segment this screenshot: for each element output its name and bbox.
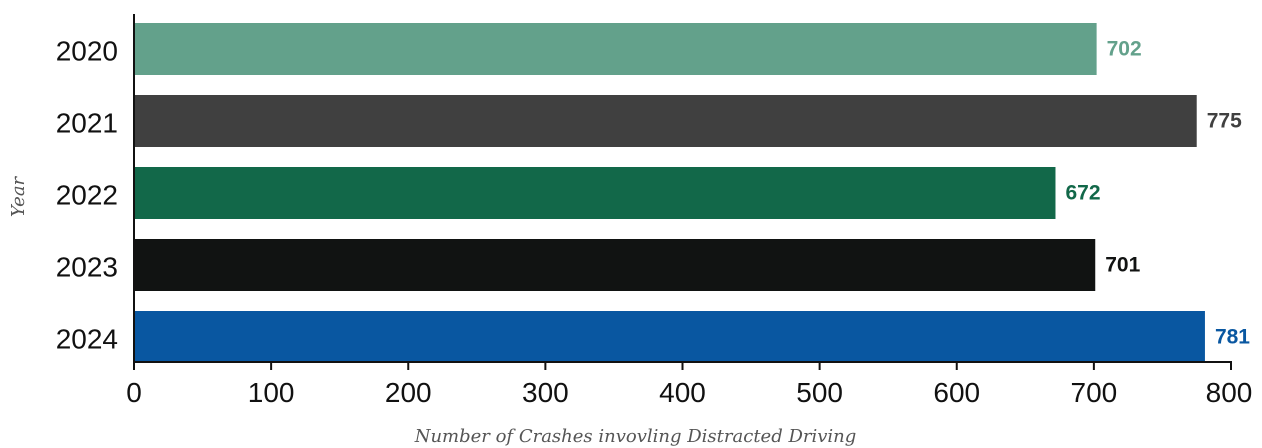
x-tick-label-200: 200	[385, 377, 432, 408]
x-axis-title: Number of Crashes invovling Distracted D…	[414, 426, 857, 447]
value-label-2022: 672	[1065, 182, 1100, 205]
bar-2023	[135, 239, 1096, 291]
x-tick-label-0: 0	[126, 377, 142, 408]
value-label-2020: 702	[1107, 38, 1142, 61]
y-tick-label-2020: 2020	[56, 36, 118, 67]
y-tick-label-2023: 2023	[56, 252, 118, 283]
y-tick-label-2021: 2021	[56, 108, 118, 139]
x-tick-label-600: 600	[933, 377, 980, 408]
x-tick-label-300: 300	[522, 377, 569, 408]
x-tick-label-500: 500	[796, 377, 843, 408]
bar-2020	[135, 23, 1097, 75]
bar-2024	[135, 311, 1205, 363]
y-axis-title: Year	[8, 175, 29, 217]
x-ticks-group: 0 100 200 300 400 500 600 700 800	[126, 362, 1252, 408]
bar-2021	[135, 95, 1197, 147]
x-tick-label-400: 400	[659, 377, 706, 408]
value-label-2024: 781	[1215, 326, 1250, 349]
y-tick-label-2022: 2022	[56, 180, 118, 211]
value-label-2021: 775	[1207, 110, 1242, 133]
value-label-2023: 701	[1105, 254, 1140, 277]
bars-group	[135, 23, 1205, 363]
y-tick-label-2024: 2024	[56, 324, 118, 355]
bar-2022	[135, 167, 1056, 219]
x-tick-label-800: 800	[1206, 377, 1253, 408]
x-tick-label-100: 100	[248, 377, 295, 408]
x-tick-label-700: 700	[1071, 377, 1118, 408]
y-tick-labels-group: 2020 2021 2022 2023 2024	[56, 36, 118, 355]
value-labels-group: 702 775 672 701 781	[1065, 38, 1250, 349]
